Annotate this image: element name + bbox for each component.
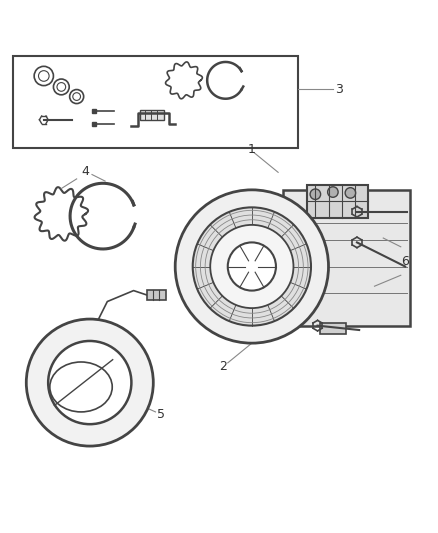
Bar (307, 185, 368, 219)
Bar (147, 290, 166, 300)
Bar (320, 324, 346, 334)
Circle shape (328, 187, 338, 197)
Bar (274, 229, 285, 249)
Text: 2: 2 (219, 360, 227, 373)
Bar (13, 56, 298, 148)
Circle shape (193, 207, 311, 326)
Text: 1: 1 (248, 143, 256, 156)
Circle shape (345, 188, 356, 198)
Text: 6: 6 (401, 255, 409, 268)
Text: 3: 3 (336, 83, 343, 95)
Circle shape (48, 341, 131, 424)
Text: 5: 5 (157, 408, 165, 421)
Circle shape (175, 190, 328, 343)
Circle shape (26, 319, 153, 446)
Text: 4: 4 (81, 165, 89, 177)
Bar (140, 110, 164, 120)
Circle shape (210, 225, 293, 308)
FancyBboxPatch shape (283, 190, 410, 326)
Bar (274, 266, 285, 288)
Circle shape (310, 189, 321, 199)
Circle shape (228, 243, 276, 290)
